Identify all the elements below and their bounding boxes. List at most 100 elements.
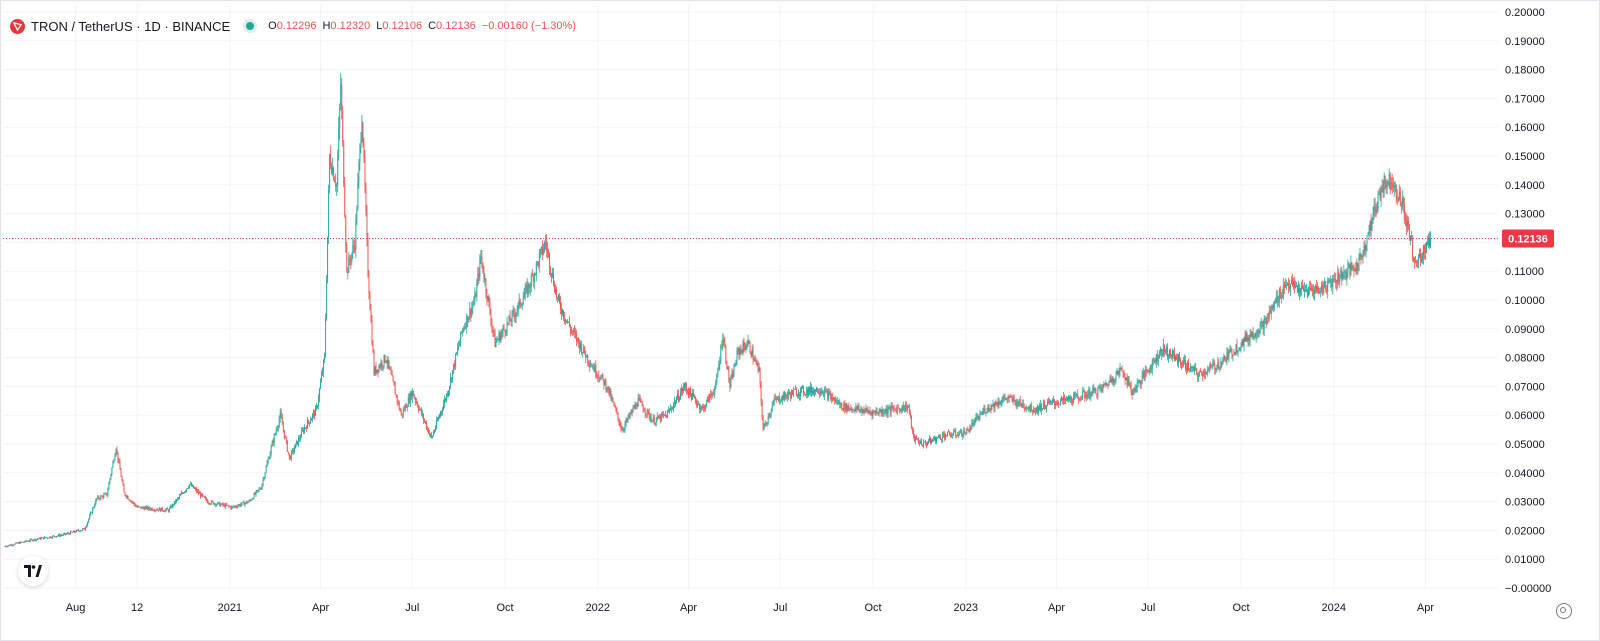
candle [1246,331,1248,343]
candle [493,329,495,338]
price-axis[interactable]: 0.20000 0.19000 0.18000 0.17000 0.16000 0.150… [1502,7,1554,595]
candle [454,360,456,370]
candle [317,404,318,409]
candle [929,434,930,443]
candle [730,374,732,389]
candle [935,436,936,444]
candle [952,433,954,439]
candle [125,494,127,499]
candle [73,530,75,533]
candle [340,72,342,111]
candle [275,426,277,436]
candle [570,324,572,337]
candle [440,410,441,418]
candle [224,502,226,508]
candle [879,407,881,413]
candle [117,451,119,464]
candle [789,391,791,402]
candle [1081,394,1083,401]
time-axis[interactable]: Aug 12 2021 Apr Jul Oct 2022 Apr Jul Oct 2023 Apr Ju… [66,602,1435,614]
candle [18,541,20,545]
candle [627,414,629,423]
candle [321,370,323,383]
candle [1420,248,1421,267]
candle [593,362,595,372]
y-tick-label: 0.08000 [1505,353,1545,365]
candle [750,351,752,359]
candle [722,333,724,351]
candle [1252,326,1254,340]
candle [347,267,349,280]
candle [360,132,362,154]
gear-icon[interactable] [1556,603,1572,619]
candle [129,499,131,502]
candle [1074,391,1076,400]
symbol-title[interactable]: TRON / TetherUS · 1D · BINANCE [31,18,231,34]
candle [907,404,909,409]
tradingview-logo-icon[interactable] [18,556,48,586]
x-tick-label: Apr [312,602,329,614]
candle [132,501,134,504]
candle [161,506,163,512]
candle [1245,329,1247,342]
candle [306,425,307,432]
y-tick-label: 0.17000 [1505,93,1545,105]
candle [1027,406,1029,412]
candle [974,417,976,426]
candle [1128,376,1130,387]
candle [1021,399,1023,408]
candle [322,367,324,376]
candle [868,409,870,414]
candle [1259,321,1261,335]
candle [997,396,999,410]
candle [798,392,800,401]
candle [1151,358,1153,376]
x-tick-label: Oct [1232,602,1249,614]
candle [1293,276,1295,294]
candle [971,419,973,430]
candle [1351,261,1353,271]
candle [1407,216,1409,231]
candle [128,498,130,501]
candle [437,416,438,422]
candle [1373,198,1375,220]
candle [1403,197,1405,224]
candle [1401,190,1403,211]
candle [245,501,247,504]
candle [1317,282,1319,294]
candle [1180,357,1181,368]
candle [938,434,940,438]
candle [752,343,754,365]
candle [969,424,971,434]
candle [1097,386,1099,400]
candle [1028,405,1030,412]
candle [633,404,635,409]
candle [491,318,493,333]
candle [53,535,55,538]
candle [1111,376,1113,385]
candle [1232,354,1234,362]
candle [708,394,710,404]
y-tick-label: 0.11000 [1505,266,1544,278]
candle [393,381,395,386]
candle [494,328,496,348]
candle [1216,364,1218,373]
candle [1217,356,1219,370]
candle [1348,261,1350,269]
candle [989,408,991,413]
candle [652,413,654,423]
candle [1324,277,1326,289]
candle [201,493,203,497]
candle [124,491,126,496]
candle [179,493,181,496]
candle [103,492,105,499]
candle [32,539,34,542]
candle [1354,267,1356,272]
candle [45,537,47,539]
candle [585,350,587,364]
candle [668,407,670,414]
candle [841,402,843,411]
candle [95,498,97,506]
candle [835,396,837,404]
